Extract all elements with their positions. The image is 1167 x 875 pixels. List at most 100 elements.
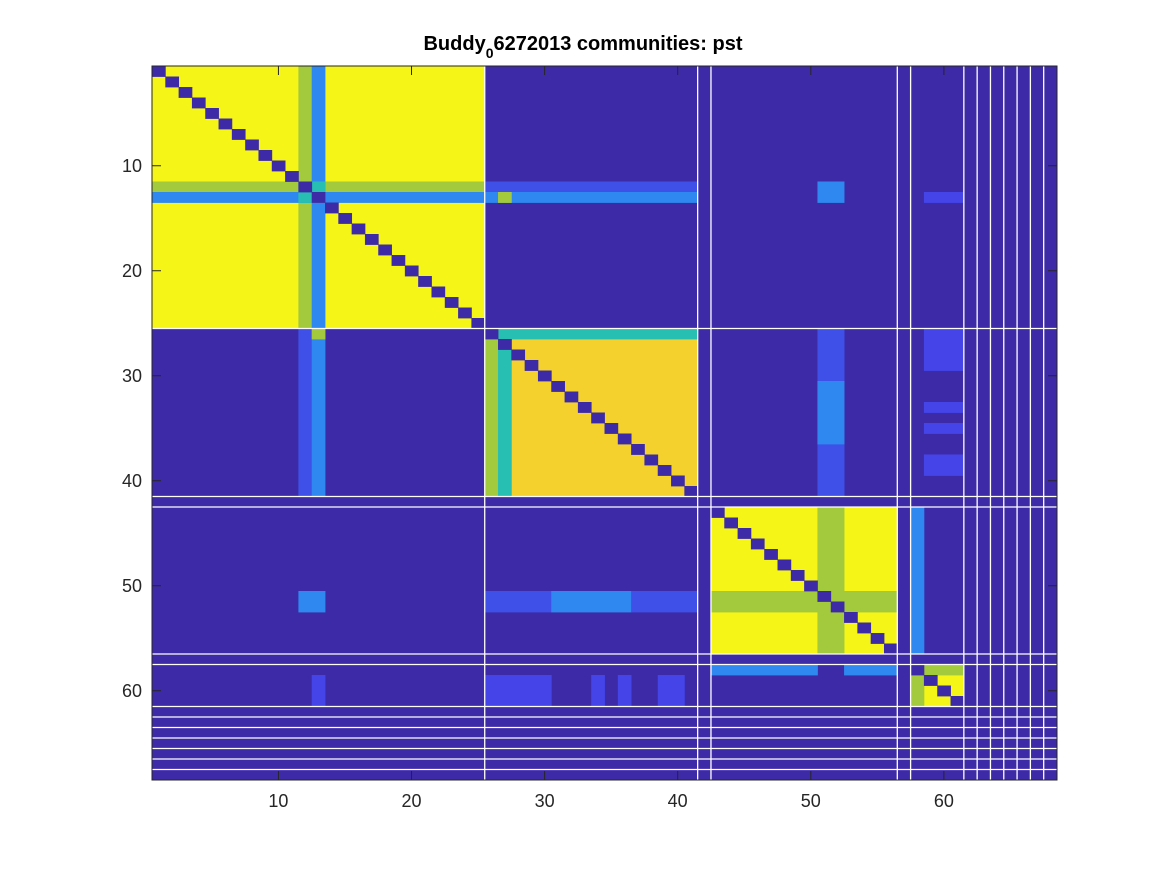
diagonal-cell-30 [537,370,552,382]
heatmap-cell-band-40 [657,675,685,707]
diagonal-cell-40 [671,475,685,487]
heatmap-cell-band-4 [484,328,499,497]
diagonal-cell-18 [378,244,392,256]
heatmap-cell-band-26 [923,402,965,413]
heatmap-cell-band-11 [817,507,845,655]
diagonal-cell-61 [950,696,965,707]
diagonal-cell-57 [897,654,912,665]
diagonal-cell-4 [191,97,206,109]
heatmap-cell-band-19 [923,192,965,203]
heatmap-cell-band-35 [844,664,898,676]
x-tick-label-50: 50 [801,791,821,811]
diagonal-cell-51 [817,591,832,602]
diagonal-cell-34 [591,412,605,424]
heatmap-cell-band-25 [923,328,965,371]
y-tick-label-30: 30 [122,366,142,386]
diagonal-cell-17 [364,234,379,245]
diagonal-cell-8 [245,139,259,151]
heatmap-cell-band-30 [484,591,552,613]
axes-frame [151,65,1058,781]
heatmap-cell-band-16 [484,192,699,203]
heatmap-cell-band-24 [817,381,845,445]
diagonal-cell-35 [604,423,619,434]
diagonal-cell-38 [644,454,659,466]
diagonal-cell-54 [857,622,872,634]
x-tick-label-60: 60 [934,791,954,811]
heatmap-cell-band-33 [910,507,925,655]
heatmap-cell-band-15 [484,181,699,193]
chart-title: Buddy06272013 communities: pst [423,33,742,61]
diagonal-cell-26 [484,328,499,340]
heatmap-cell-band-3 [484,328,699,340]
heatmap-cell-band-28 [923,454,965,476]
diagonal-cell-45 [737,528,752,539]
heatmap-cell-band-5 [498,339,512,497]
diagonal-cell-37 [631,444,645,455]
diagonal-cell-19 [391,255,406,266]
diagonal-cell-14 [325,202,339,214]
diagonal-cell-6 [218,118,233,130]
heatmap-cell-band-39 [617,675,632,707]
diagonal-cell-47 [764,549,778,560]
heatmap-cell-band-37 [484,675,552,707]
heatmap-cell-band-18 [817,181,845,203]
heatmap-cell-band-21 [311,328,326,497]
diagonal-cell-12 [298,181,313,193]
heatmap-cell-band-32 [631,591,699,613]
x-tick-label-30: 30 [535,791,555,811]
y-tick-label-40: 40 [122,471,142,491]
diagonal-cell-67 [1030,759,1045,770]
heatmap-cell-band-38 [591,675,605,707]
diagonal-cell-15 [338,213,353,224]
diagonal-cell-50 [804,580,818,592]
diagonal-cell-31 [551,381,565,392]
diagonal-cell-46 [750,538,765,550]
diagonal-cell-65 [1003,738,1018,749]
diagonal-cell-5 [205,108,219,119]
diagonal-cell-62 [963,706,978,718]
diagonal-cell-20 [404,265,419,277]
diagonal-cell-1 [152,66,166,77]
diagonal-cell-55 [870,633,885,644]
diagonal-cell-21 [418,276,432,287]
diagonal-cell-58 [910,664,925,676]
diagonal-cell-23 [444,297,459,308]
diagonal-cell-68 [1043,769,1058,781]
diagonal-cell-22 [431,286,446,298]
axis-ticks: 10 20 30 40 50 60 10 20 30 40 50 60 [122,66,1057,811]
heatmap-cell-band-17 [498,192,512,203]
diagonal-cell-33 [577,402,592,413]
heatmap-cell-band-14 [910,664,965,676]
diagonal-cell-3 [178,87,193,98]
diagonal-cell-29 [524,360,539,371]
heatmap-cell-band-29 [298,591,326,613]
diagonal-cell-27 [498,339,512,350]
y-tick-label-50: 50 [122,576,142,596]
y-tick-label-20: 20 [122,261,142,281]
diagonal-cell-25 [471,318,486,329]
y-tick-label-60: 60 [122,681,142,701]
diagonal-cell-60 [937,685,951,697]
heatmap-cell-band-20 [298,328,313,497]
heatmap-cell-band-22 [311,328,326,340]
diagonal-cell-48 [777,559,792,571]
diagonal-cell-66 [1017,748,1031,760]
diagonal-cell-10 [271,160,286,172]
diagonal-cell-24 [458,307,472,319]
diagonal-cell-42 [697,496,712,508]
heatmap-cell-band-31 [551,591,632,613]
diagonal-cell-41 [684,486,699,497]
heatmap-cell-band-13 [910,675,925,707]
heatmap-cell-band-12 [710,591,898,613]
diagonal-cell-32 [564,391,579,403]
diagonal-cell-49 [790,570,805,581]
diagonal-cell-36 [617,433,632,445]
diagonal-cell-44 [724,517,738,529]
x-tick-label-40: 40 [668,791,688,811]
diagonal-cell-59 [923,675,938,686]
title-subscript: 0 [486,45,494,61]
diagonal-cell-13 [311,192,326,203]
x-tick-label-20: 20 [402,791,422,811]
title-main: Buddy [423,33,486,55]
heatmap-cell-band-36 [311,675,326,707]
